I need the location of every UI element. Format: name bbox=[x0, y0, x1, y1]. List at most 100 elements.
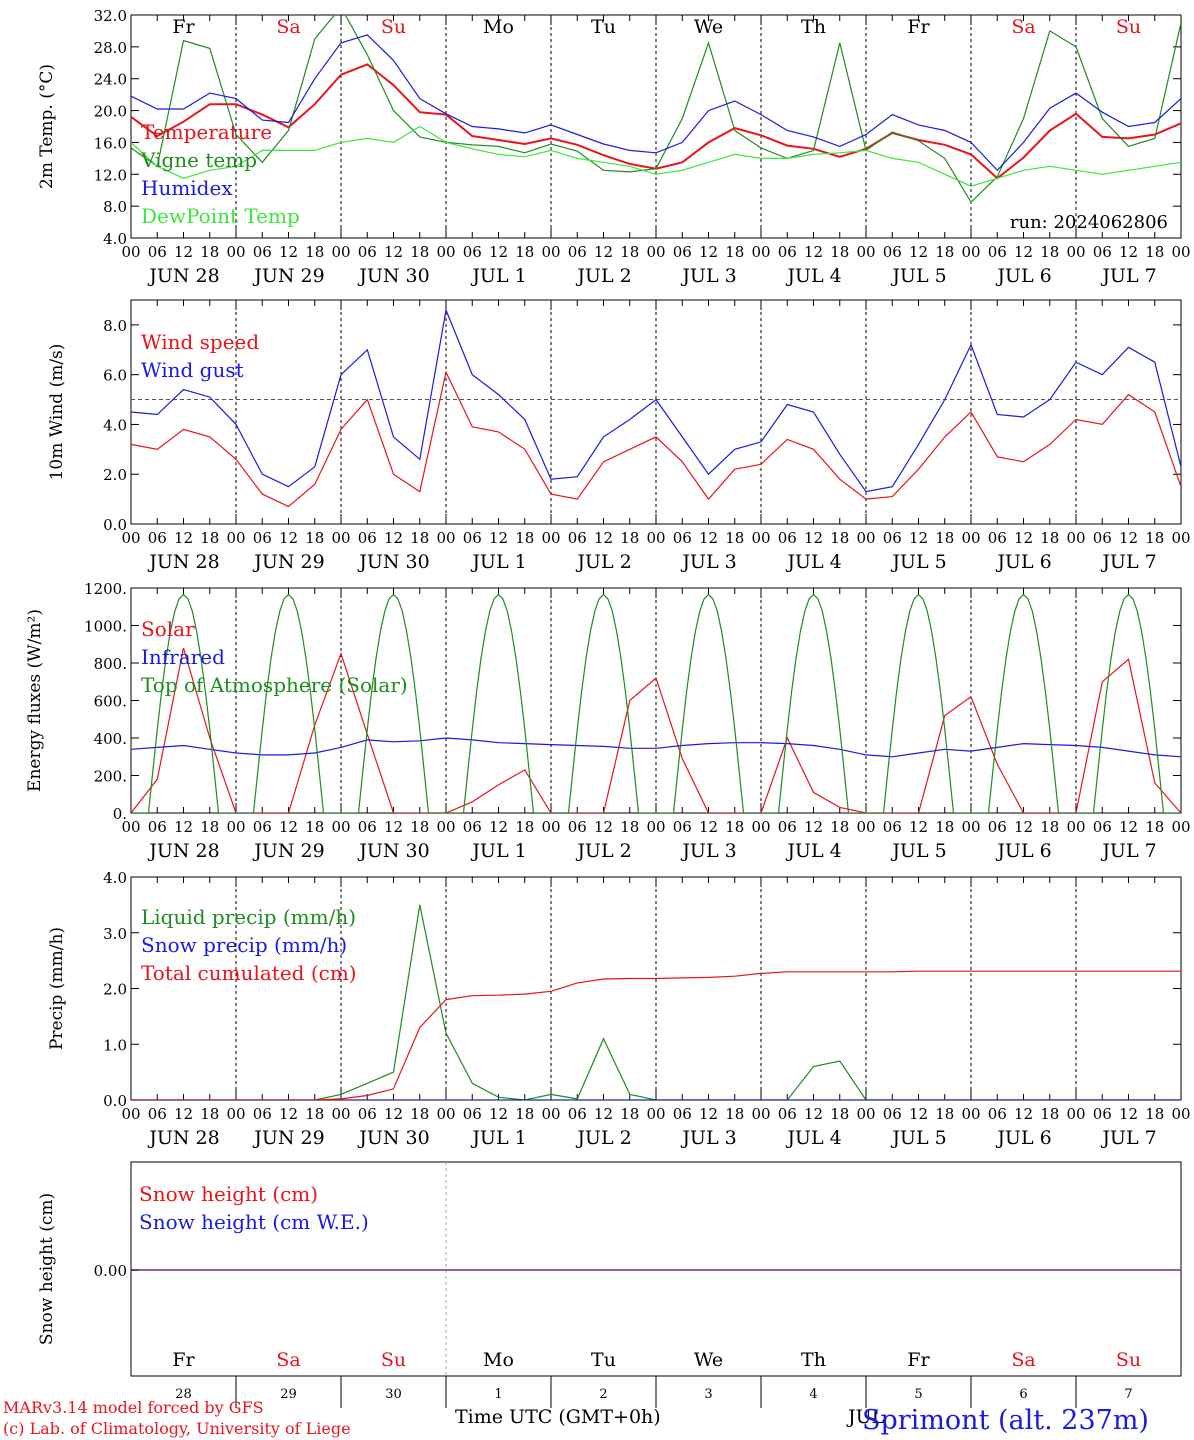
y-tick-label: 6.0 bbox=[103, 367, 127, 385]
hour-tick-label: 00 bbox=[856, 529, 875, 547]
series-group bbox=[131, 904, 1181, 1100]
weekday-label: Th bbox=[801, 1349, 826, 1371]
hour-tick-label: 12 bbox=[489, 1105, 508, 1123]
legend-entry: Snow precip (mm/h) bbox=[141, 933, 347, 957]
run-label: run: 2024062806 bbox=[1010, 212, 1168, 233]
hour-tick-label: 18 bbox=[305, 818, 324, 836]
hour-tick-label: 00 bbox=[331, 818, 350, 836]
y-tick-label: 4.0 bbox=[103, 416, 127, 434]
hour-tick-label: 18 bbox=[515, 529, 534, 547]
day-number-label: 1 bbox=[494, 1387, 502, 1402]
hour-tick-label: 12 bbox=[594, 818, 613, 836]
station-title: Sprimont (alt. 237m) bbox=[862, 1405, 1149, 1436]
month-fragment: JUL bbox=[846, 1406, 885, 1428]
hour-tick-label: 06 bbox=[463, 529, 482, 547]
hour-tick-label: 06 bbox=[358, 243, 377, 261]
hour-tick-label: 18 bbox=[725, 243, 744, 261]
hour-tick-label: 18 bbox=[620, 1105, 639, 1123]
hour-tick-label: 06 bbox=[253, 529, 272, 547]
hour-tick-label: 18 bbox=[305, 529, 324, 547]
hour-tick-label: 00 bbox=[646, 243, 665, 261]
date-label: JUL 5 bbox=[890, 265, 946, 287]
hour-tick-label: 18 bbox=[935, 818, 954, 836]
series-line-temperature bbox=[131, 63, 1181, 180]
hour-tick-label: 18 bbox=[1145, 1105, 1164, 1123]
hour-tick-label: 06 bbox=[1093, 818, 1112, 836]
plot-frame bbox=[130, 299, 1182, 525]
y-tick-label: 32.0 bbox=[94, 7, 127, 25]
hour-tick-label: 00 bbox=[121, 529, 140, 547]
hour-tick-label: 06 bbox=[1093, 529, 1112, 547]
hour-tick-label: 12 bbox=[489, 529, 508, 547]
weekday-label: Sa bbox=[276, 1349, 300, 1371]
hour-tick-label: 06 bbox=[358, 818, 377, 836]
hour-tick-label: 06 bbox=[673, 243, 692, 261]
y-axis-label: 2m Temp. (°C) bbox=[37, 64, 57, 189]
series-line-dewpoint-temp bbox=[131, 125, 1181, 187]
hour-tick-label: 00 bbox=[751, 243, 770, 261]
day-number-label: 28 bbox=[175, 1387, 192, 1402]
hour-tick-label: 12 bbox=[594, 529, 613, 547]
hour-tick-label: 18 bbox=[830, 818, 849, 836]
y-tick-label: 0.0 bbox=[103, 516, 127, 534]
date-label: JUL 3 bbox=[680, 1127, 736, 1149]
weekday-label: We bbox=[694, 16, 723, 38]
hour-tick-label: 06 bbox=[358, 1105, 377, 1123]
hour-tick-label: 12 bbox=[909, 1105, 928, 1123]
hour-tick-label: 00 bbox=[961, 243, 980, 261]
hour-tick-label: 18 bbox=[1040, 529, 1059, 547]
hour-tick-label: 06 bbox=[673, 818, 692, 836]
hour-tick-label: 06 bbox=[253, 1105, 272, 1123]
lab-credit: (c) Lab. of Climatology, University of L… bbox=[3, 1419, 351, 1438]
hour-tick-label: 18 bbox=[515, 818, 534, 836]
hour-tick-label: 12 bbox=[1119, 243, 1138, 261]
x-axis-title: Time UTC (GMT+0h) bbox=[455, 1406, 661, 1428]
hour-tick-label: 18 bbox=[200, 529, 219, 547]
y-tick-label: 4.0 bbox=[103, 869, 127, 887]
hour-tick-label: 06 bbox=[568, 1105, 587, 1123]
hour-tick-label: 00 bbox=[436, 1105, 455, 1123]
hour-tick-label: 12 bbox=[804, 243, 823, 261]
hour-tick-label: 12 bbox=[174, 1105, 193, 1123]
day-number-label: 6 bbox=[1019, 1387, 1027, 1402]
y-tick-label: 2.0 bbox=[103, 981, 127, 999]
date-label: JUL 4 bbox=[785, 551, 841, 573]
hour-tick-label: 00 bbox=[226, 529, 245, 547]
hour-tick-label: 00 bbox=[226, 243, 245, 261]
hour-tick-label: 00 bbox=[1066, 1105, 1085, 1123]
hour-tick-label: 00 bbox=[331, 1105, 350, 1123]
date-label: JUL 3 bbox=[680, 551, 736, 573]
model-credit: MARv3.14 model forced by GFS bbox=[3, 1398, 264, 1417]
y-tick-label: 600. bbox=[94, 693, 127, 711]
weekday-label: Sa bbox=[1011, 1349, 1035, 1371]
y-tick-label: 12.0 bbox=[94, 166, 127, 184]
hour-tick-label: 00 bbox=[856, 243, 875, 261]
series-line-infrared bbox=[131, 737, 1181, 758]
date-label: JUL 2 bbox=[575, 1127, 631, 1149]
hour-tick-label: 18 bbox=[1145, 529, 1164, 547]
hour-tick-label: 12 bbox=[279, 529, 298, 547]
hour-tick-label: 12 bbox=[1014, 243, 1033, 261]
series-line-solar bbox=[131, 647, 1181, 813]
hour-tick-label: 18 bbox=[515, 1105, 534, 1123]
hour-tick-label: 18 bbox=[305, 1105, 324, 1123]
hour-tick-label: 18 bbox=[200, 1105, 219, 1123]
date-label: JUL 2 bbox=[575, 551, 631, 573]
hour-tick-label: 12 bbox=[489, 243, 508, 261]
legend-entry: Total cumulated (cm) bbox=[141, 961, 357, 985]
hour-tick-label: 00 bbox=[541, 818, 560, 836]
hour-tick-label: 12 bbox=[699, 243, 718, 261]
hour-tick-label: 12 bbox=[384, 243, 403, 261]
date-label: JUL 3 bbox=[680, 840, 736, 862]
hour-tick-label: 18 bbox=[935, 529, 954, 547]
hour-tick-label: 18 bbox=[620, 529, 639, 547]
date-label: JUL 5 bbox=[890, 551, 946, 573]
hour-tick-label: 00 bbox=[961, 818, 980, 836]
hour-tick-label: 00 bbox=[646, 818, 665, 836]
y-axis-label: Energy fluxes (W/m²) bbox=[25, 609, 45, 792]
weekday-label: Su bbox=[381, 16, 406, 38]
y-tick-label: 200. bbox=[94, 768, 127, 786]
hour-tick-label: 06 bbox=[883, 1105, 902, 1123]
hour-tick-label: 06 bbox=[673, 1105, 692, 1123]
hour-tick-label: 06 bbox=[988, 243, 1007, 261]
